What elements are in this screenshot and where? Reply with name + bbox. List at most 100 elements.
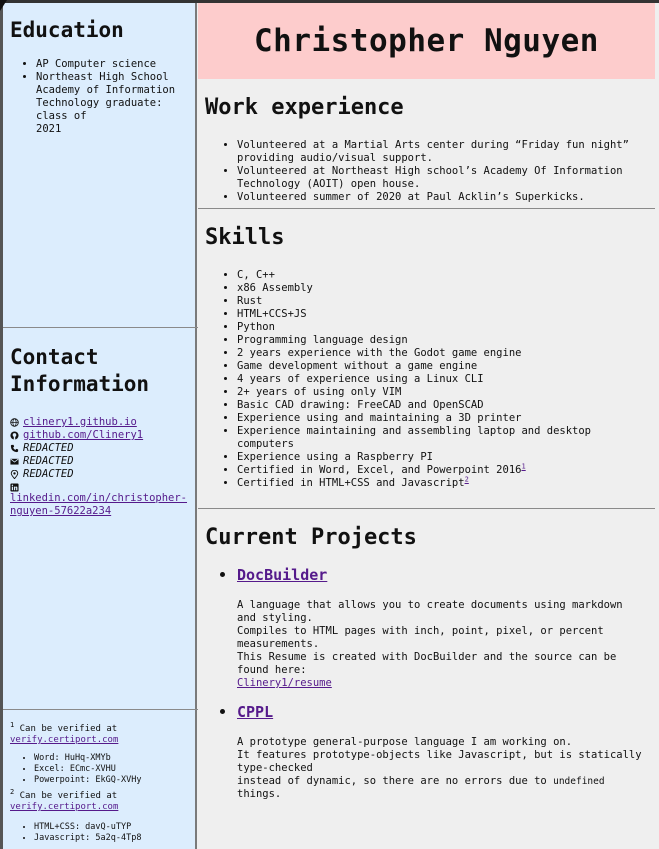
work-list: Volunteered at a Martial Arts center dur… [205,139,655,204]
desc-line: Compiles to HTML pages with inch, point,… [237,625,604,650]
projects-list: DocBuilder A language that allows you to… [205,565,655,801]
desc-line: A language that allows you to create doc… [237,599,623,624]
phone-value: REDACTED [23,442,74,454]
projects-heading: Current Projects [205,525,417,550]
phone-icon [10,444,19,453]
footnote-1-link[interactable]: verify.certiport.com [10,735,119,745]
contact-list: clinery1.github.io github.com/Clinery1 R… [10,416,198,518]
contact-github: github.com/Clinery1 [10,429,198,442]
footnote-2-link[interactable]: verify.certiport.com [10,802,119,812]
code-item: Javascript: 5a2q-4Tp8 [34,833,198,844]
footnote-2: 2 Can be verified at verify.certiport.co… [10,788,198,813]
inline-code: undefined [553,776,605,787]
footnote-ref-2[interactable]: 2 [464,475,469,484]
cert1-text: Certified in Word, Excel, and Powerpoint… [237,464,522,476]
contact-heading: Contact Information [10,345,150,396]
footnote-2-text: Can be verified at [19,791,118,801]
skill-item-cert2: Certified in HTML+CSS and Javascript2 [237,475,647,490]
skill-item: HTML+CCS+JS [237,308,647,321]
contact-phone: REDACTED [10,442,198,455]
website-link[interactable]: clinery1.github.io [23,416,137,428]
person-name: Christopher Nguyen [254,23,599,59]
location-pin-icon [10,470,19,479]
skill-item: C, C++ [237,269,647,282]
cppl-link[interactable]: CPPL [237,703,274,721]
skill-item: Experience using a Raspberry PI [237,451,647,464]
code-item: Excel: ECmc-XVHU [34,764,198,775]
project-cppl: CPPL A prototype general-purpose languag… [237,702,647,801]
globe-icon [10,418,19,427]
education-heading: Education [10,18,124,42]
desc-text: things. [237,788,282,800]
code-item: Powerpoint: EkGQ-XVHy [34,775,198,786]
contact-email: REDACTED [10,455,198,468]
skill-item: Experience using and maintaining a 3D pr… [237,412,647,425]
footnote-ref-1[interactable]: 1 [521,462,526,471]
code-item: HTML+CSS: davQ-uTYP [34,822,198,833]
project-description: A prototype general-purpose language I a… [237,736,647,801]
mail-icon [10,457,19,466]
desc-line: It features prototype-objects like Javas… [237,749,642,774]
skills-heading: Skills [205,225,285,250]
footnote-2-number: 2 [10,788,15,796]
work-item: Volunteered summer of 2020 at Paul Ackli… [237,191,647,204]
address-value: REDACTED [23,468,74,480]
desc-line: A prototype general-purpose language I a… [237,736,573,748]
contact-linkedin-icon-row [10,481,198,492]
contact-linkedin: linkedin.com/in/christopher-nguyen-57622… [10,492,198,518]
footnote-1: 1 Can be verified at verify.certiport.co… [10,721,198,746]
project-description: A language that allows you to create doc… [237,599,647,690]
skills-section: Skills C, C++ x86 Assembly Rust HTML+CCS… [198,209,655,509]
education-list: AP Computer science Northeast High Schoo… [10,58,198,136]
skill-item: Experience maintaining and assembling la… [237,425,647,451]
work-experience-section: Work experience Volunteered at a Martial… [198,79,655,209]
footnotes-section: 1 Can be verified at verify.certiport.co… [3,710,198,849]
skill-item: 2+ years of using only VIM [237,386,647,399]
contact-address: REDACTED [10,468,198,481]
skill-item: Rust [237,295,647,308]
contact-website: clinery1.github.io [10,416,198,429]
linkedin-link[interactable]: linkedin.com/in/christopher-nguyen-57622… [10,492,188,517]
skill-item: Game development without a game engine [237,360,647,373]
skill-item: 2 years experience with the Godot game e… [237,347,647,360]
sidebar: Education AP Computer science Northeast … [0,3,198,849]
skill-item: 4 years of experience using a Linux CLI [237,373,647,386]
skills-list: C, C++ x86 Assembly Rust HTML+CCS+JS Pyt… [205,269,655,490]
project-title: CPPL [237,702,647,722]
skill-item-cert1: Certified in Word, Excel, and Powerpoint… [237,462,647,477]
desc-text: instead of dynamic, so there are no erro… [237,775,547,787]
skill-item: Basic CAD drawing: FreeCAD and OpenSCAD [237,399,647,412]
work-heading: Work experience [205,95,404,120]
work-item: Volunteered at a Martial Arts center dur… [237,139,647,165]
footnote-1-text: Can be verified at [19,724,118,734]
education-item: AP Computer science [36,58,198,71]
mouse-cursor-icon [0,0,7,11]
cert2-text: Certified in HTML+CSS and Javascript [237,477,465,489]
code-item: Word: HuHq-XMYb [34,753,198,764]
footnote-1-codes: Word: HuHq-XMYb Excel: ECmc-XVHU Powerpo… [10,753,198,786]
linkedin-icon [10,483,19,492]
github-icon [10,431,19,440]
skill-item: Programming language design [237,334,647,347]
email-value: REDACTED [23,455,74,467]
resume-source-link[interactable]: Clinery1/resume [237,677,332,689]
github-link[interactable]: github.com/Clinery1 [23,429,144,441]
footnote-1-number: 1 [10,721,15,729]
contact-section: Contact Information clinery1.github.io g… [3,328,198,710]
project-docbuilder: DocBuilder A language that allows you to… [237,565,647,690]
projects-section: Current Projects DocBuilder A language t… [198,509,655,849]
main-content: Christopher Nguyen Work experience Volun… [198,3,659,849]
skill-item: x86 Assembly [237,282,647,295]
footnotes: 1 Can be verified at verify.certiport.co… [10,710,198,844]
window-top-bar [0,0,659,3]
education-item: Northeast High School Academy of Informa… [36,71,198,136]
desc-line: instead of dynamic, so there are no erro… [237,775,647,801]
docbuilder-link[interactable]: DocBuilder [237,566,328,584]
education-section: Education AP Computer science Northeast … [3,3,198,328]
work-item: Volunteered at Northeast High school’s A… [237,165,647,191]
desc-line: This Resume is created with DocBuilder a… [237,651,617,676]
skill-item: Python [237,321,647,334]
name-header: Christopher Nguyen [198,3,655,79]
footnote-2-codes: HTML+CSS: davQ-uTYP Javascript: 5a2q-4Tp… [10,822,198,844]
project-title: DocBuilder [237,565,647,585]
